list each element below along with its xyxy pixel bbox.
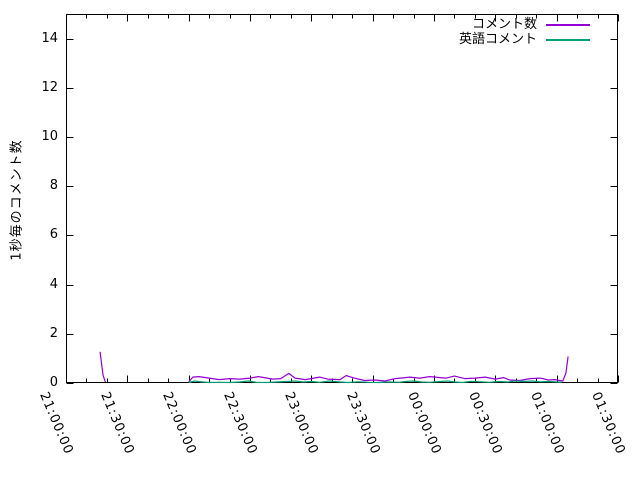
series-line-コメント数 — [99, 351, 106, 383]
x-tick-label: 00:00:00 — [404, 390, 444, 457]
series-line-英語コメント — [188, 380, 562, 384]
y-tick-label: 12 — [41, 79, 58, 95]
legend-row: 英語コメント — [459, 33, 590, 47]
series-line-コメント数 — [188, 356, 569, 383]
y-tick-label: 4 — [49, 276, 58, 292]
legend: コメント数 英語コメント — [459, 18, 590, 47]
x-tick-label: 01:30:00 — [588, 390, 628, 457]
x-tick-label: 00:30:00 — [465, 390, 506, 457]
x-tick-label: 23:30:00 — [342, 390, 383, 457]
plot-border — [66, 14, 618, 383]
y-tick-label: 0 — [49, 375, 58, 390]
x-tick-label: 23:00:00 — [281, 390, 322, 457]
legend-line-sample-english-comments — [546, 39, 590, 41]
x-tick-label: 21:30:00 — [97, 390, 138, 457]
y-tick-label: 2 — [49, 325, 58, 341]
y-axis-title: 1秒毎のコメント数 — [9, 139, 25, 261]
legend-row: コメント数 — [459, 18, 590, 32]
plot-area — [66, 14, 619, 384]
x-tick-label: 22:30:00 — [220, 390, 260, 457]
legend-label-english-comments: 英語コメント — [458, 32, 537, 47]
y-tick-label: 14 — [41, 30, 58, 46]
legend-label-comments: コメント数 — [471, 17, 537, 32]
x-tick-label: 21:00:00 — [36, 390, 76, 457]
x-tick-label: 01:00:00 — [526, 390, 567, 457]
x-tick-label: 22:00:00 — [158, 390, 199, 457]
legend-line-sample-comments — [546, 24, 590, 26]
